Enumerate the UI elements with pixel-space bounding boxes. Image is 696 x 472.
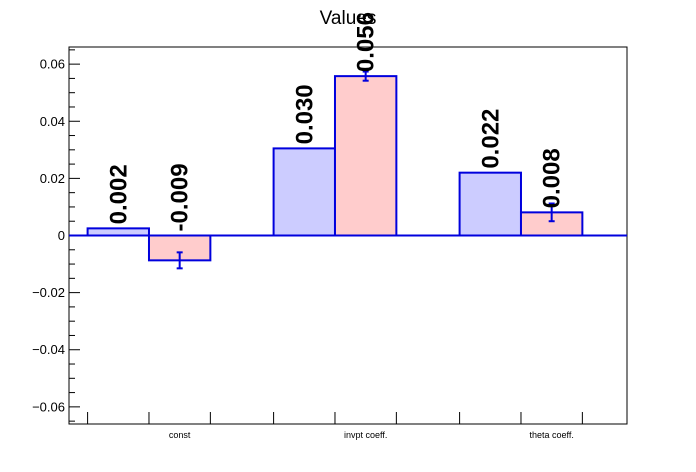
- y-tick-label: 0.06: [40, 57, 65, 72]
- x-category-label: theta coeff.: [529, 430, 573, 440]
- error-bars: [176, 70, 555, 270]
- y-tick-label: 0.04: [40, 114, 65, 129]
- value-label: 0.022: [477, 109, 504, 169]
- value-labels: 0.002 0.030 0.022 -0.009 0.056 0.008: [105, 12, 565, 231]
- bar: [458, 171, 522, 237]
- y-tick-label: −0.04: [32, 342, 65, 357]
- chart-title: Values: [320, 8, 377, 29]
- bars: [86, 75, 584, 262]
- y-tick-label: 0.02: [40, 171, 65, 186]
- y-tick-label: −0.06: [32, 399, 65, 414]
- value-label: 0.008: [539, 148, 566, 208]
- x-category-label: invpt coeff.: [344, 430, 387, 440]
- bar: [272, 147, 336, 237]
- y-tick-label: 0: [58, 228, 65, 243]
- y-tick-label: −0.02: [32, 285, 65, 300]
- bar: [333, 75, 398, 237]
- value-label: 0.056: [353, 12, 380, 72]
- value-label: 0.002: [105, 164, 132, 224]
- value-label: -0.009: [167, 163, 194, 231]
- axes: −0.06 −0.04 −0.02 0 0.02 0.04 0.06 const invpt c…: [32, 46, 628, 440]
- value-label: 0.030: [291, 84, 318, 144]
- x-category-label: const: [169, 430, 191, 440]
- bar: [86, 227, 150, 237]
